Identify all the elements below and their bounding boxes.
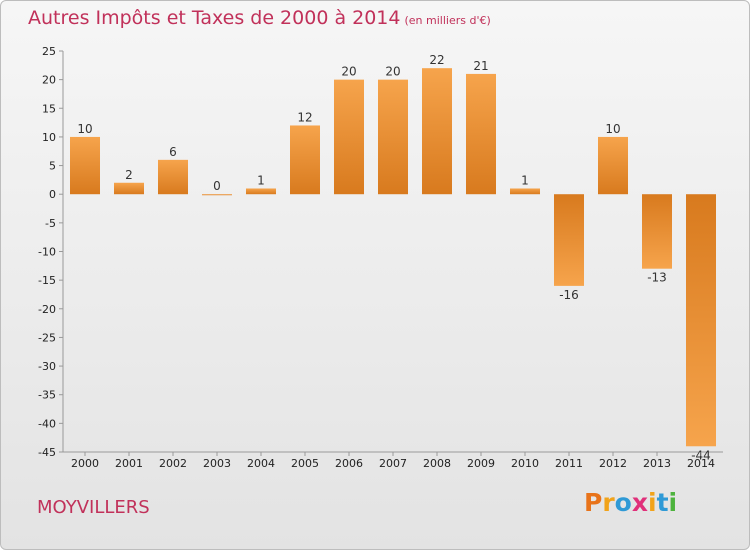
logo-letter: P [584,488,603,517]
bar [334,79,364,195]
x-tick-label: 2009 [467,457,495,470]
bar [686,194,716,447]
logo-letter: i [668,488,678,517]
logo-letter: x [631,488,648,517]
bar [422,68,452,195]
data-label: 20 [341,65,356,79]
y-tick-label: 0 [49,188,56,201]
x-tick-label: 2004 [247,457,275,470]
data-label: 1 [257,173,265,187]
y-tick-label: -15 [38,274,56,287]
x-tick-label: 2012 [599,457,627,470]
bar [598,136,628,195]
bar [202,194,232,196]
y-tick-label: 15 [42,102,56,115]
x-tick-label: 2006 [335,457,363,470]
bar [554,194,584,286]
y-tick-label: -20 [38,303,56,316]
x-tick-label: 2008 [423,457,451,470]
bar [466,73,496,195]
chart-title: Autres Impôts et Taxes de 2000 à 2014 (en… [28,7,491,29]
y-tick-label: 25 [42,45,56,58]
bar [114,182,144,195]
x-tick-label: 2002 [159,457,187,470]
x-tick-label: 2011 [555,457,583,470]
y-tick-label: -45 [38,446,56,459]
data-label: 1 [521,173,529,187]
data-label: 0 [213,179,221,193]
bar [70,136,100,195]
logo-letter: o [614,488,632,517]
data-label: -13 [647,271,667,285]
y-tick-label: 20 [42,74,56,87]
x-tick-label: 2013 [643,457,671,470]
y-tick-label: -25 [38,331,56,344]
data-label: 6 [169,145,177,159]
bar [642,194,672,269]
y-tick-label: -10 [38,246,56,259]
data-label: 21 [473,59,488,73]
y-tick-label: -30 [38,360,56,373]
y-tick-label: -5 [45,217,56,230]
x-tick-label: 2005 [291,457,319,470]
bar [510,188,540,195]
y-tick-label: -40 [38,417,56,430]
bar [378,79,408,195]
logo-letter: i [648,488,657,517]
data-label: 12 [297,110,312,124]
data-label: 10 [605,122,620,136]
bar [290,125,320,195]
logo-letter: r [602,488,615,517]
x-tick-label: 2000 [71,457,99,470]
y-tick-label: 10 [42,131,56,144]
chart-subtitle: (en milliers d'€) [404,14,491,27]
bar [246,188,276,195]
x-tick-label: 2010 [511,457,539,470]
x-tick-label: 2001 [115,457,143,470]
data-label: 2 [125,168,133,182]
data-label: 20 [385,65,400,79]
proxiti-logo: Proxiti [584,488,677,517]
bar [158,159,188,195]
x-tick-label: 2003 [203,457,231,470]
y-tick-label: 5 [49,160,56,173]
logo-letter: t [656,488,669,517]
data-label: 10 [77,122,92,136]
data-label: -16 [559,288,579,302]
data-label: 22 [429,53,444,67]
x-tick-label: 2014 [687,457,715,470]
x-tick-label: 2007 [379,457,407,470]
chart-title-text: Autres Impôts et Taxes de 2000 à 2014 [28,7,401,29]
y-tick-label: -35 [38,389,56,402]
commune-name: MOYVILLERS [37,497,150,518]
